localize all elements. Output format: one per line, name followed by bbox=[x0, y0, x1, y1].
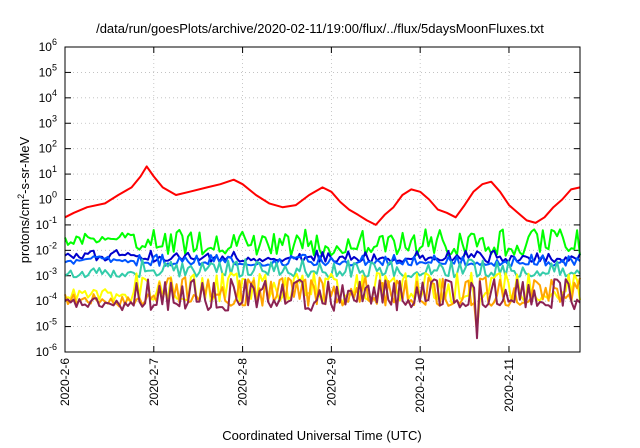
y-tick-exponent: -6 bbox=[49, 342, 57, 352]
x-axis-label: Coordinated Universal Time (UTC) bbox=[222, 428, 422, 443]
y-tick-label: 105 bbox=[39, 62, 57, 79]
x-tick-label: 2020-2-10 bbox=[413, 358, 427, 413]
y-tick-exponent: -3 bbox=[49, 266, 57, 276]
y-tick-exponent: 0 bbox=[52, 190, 57, 200]
x-tick-label: 2020-2-7 bbox=[147, 358, 161, 406]
y-tick-label: 100 bbox=[39, 190, 57, 207]
y-tick-exponent: 1 bbox=[52, 164, 57, 174]
y-tick-label: 101 bbox=[39, 164, 57, 181]
y-tick-label: 10-1 bbox=[36, 215, 57, 232]
chart-title: /data/run/goesPlots/archive/2020-02-11/1… bbox=[96, 21, 544, 36]
y-tick-label: 106 bbox=[39, 37, 57, 54]
y-tick-exponent: 4 bbox=[52, 88, 57, 98]
y-tick-exponent: -5 bbox=[49, 317, 57, 327]
x-tick-label: 2020-2-11 bbox=[502, 358, 516, 412]
y-tick-label: 102 bbox=[39, 139, 57, 156]
y-tick-exponent: -1 bbox=[49, 215, 57, 225]
y-tick-label: 10-5 bbox=[36, 317, 57, 334]
y-tick-exponent: 3 bbox=[52, 113, 57, 123]
series-line bbox=[64, 228, 581, 257]
y-tick-label: 10-4 bbox=[36, 291, 57, 308]
series-line bbox=[64, 249, 581, 264]
y-axis-label: protons/cm2-s-sr-MeV bbox=[15, 136, 33, 264]
y-tick-label: 10-3 bbox=[36, 266, 57, 283]
y-tick-label: 10-2 bbox=[36, 240, 57, 257]
y-tick-label: 103 bbox=[39, 113, 57, 130]
y-tick-exponent: 2 bbox=[52, 139, 57, 149]
y-tick-exponent: 5 bbox=[52, 62, 57, 72]
y-tick-label: 104 bbox=[39, 88, 57, 105]
y-tick-label: 10-6 bbox=[36, 342, 57, 359]
series-line bbox=[64, 165, 581, 226]
series-line bbox=[64, 276, 581, 335]
x-tick-label: 2020-2-9 bbox=[324, 358, 338, 406]
x-tick-label: 2020-2-8 bbox=[236, 358, 250, 406]
y-tick-exponent: 6 bbox=[52, 37, 57, 47]
plot-frame bbox=[64, 46, 581, 353]
x-tick-label: 2020-2-6 bbox=[58, 358, 72, 406]
series-line bbox=[64, 278, 581, 340]
series-line bbox=[64, 258, 581, 279]
series-line bbox=[64, 253, 581, 267]
y-tick-exponent: -4 bbox=[49, 291, 57, 301]
y-tick-exponent: -2 bbox=[49, 240, 57, 250]
